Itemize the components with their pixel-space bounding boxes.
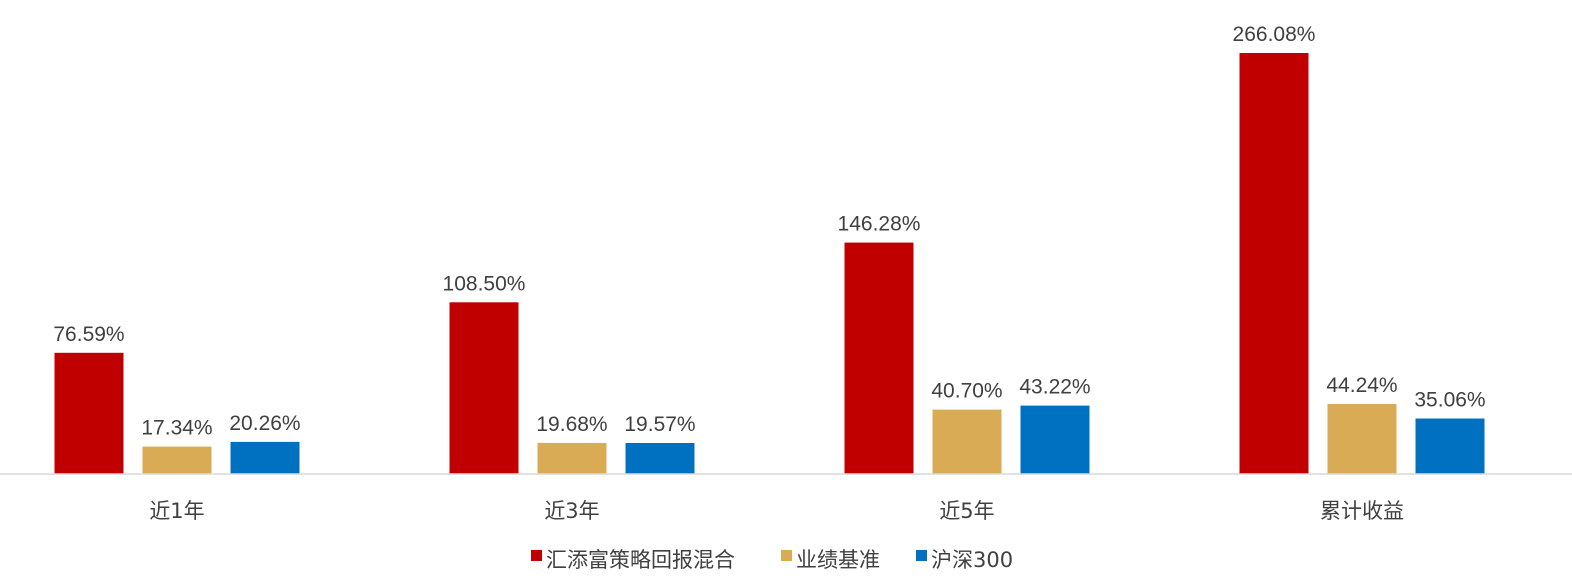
bar-series1-2 [449,302,519,474]
data-label-series2-3: 40.70% [931,380,1002,403]
data-label-series2-1: 17.34% [141,417,212,440]
bar-series3-3 [1020,405,1090,474]
legend-swatch-2 [781,550,792,561]
category-label-3: 近5年 [939,499,994,523]
bar-series2-4 [1327,404,1397,474]
legend-item-1: 汇添富策略回报混合 [531,548,735,572]
legend-item-2: 业绩基准 [781,548,880,572]
category-label-1: 近1年 [149,499,204,523]
bar-series3-2 [625,443,695,474]
bar-series1-4 [1239,53,1309,474]
data-label-series3-3: 43.22% [1019,376,1090,399]
bar-series2-3 [932,409,1002,474]
bar-series1-1 [54,352,124,474]
bars-layer [54,53,1485,474]
data-label-series1-1: 76.59% [53,323,124,346]
bar-series3-4 [1415,418,1485,474]
data-label-series3-4: 35.06% [1414,389,1485,412]
legend: 汇添富策略回报混合 业绩基准 沪深300 [531,548,1013,572]
category-labels-layer: 近1年 近3年 近5年 累计收益 [149,499,1404,523]
data-label-series3-2: 19.57% [624,413,695,436]
legend-swatch-3 [916,550,927,561]
data-label-series2-2: 19.68% [536,413,607,436]
data-label-series1-3: 146.28% [838,213,921,236]
legend-label-2: 业绩基准 [796,548,880,572]
category-label-2: 近3年 [544,499,599,523]
legend-label-3: 沪深300 [931,548,1013,572]
bar-series2-1 [142,446,212,474]
legend-swatch-1 [531,550,542,561]
data-label-series1-2: 108.50% [443,272,526,295]
data-label-series1-4: 266.08% [1233,23,1316,46]
category-label-4: 累计收益 [1320,499,1404,523]
legend-item-3: 沪深300 [916,548,1013,572]
data-label-series3-1: 20.26% [229,412,300,435]
data-labels-layer: 76.59% 17.34% 20.26% 108.50% 19.68% 19.57% 146… [53,23,1485,440]
bar-series1-3 [844,242,914,474]
legend-label-1: 汇添富策略回报混合 [546,548,735,572]
bar-series2-2 [537,442,607,474]
data-label-series2-4: 44.24% [1326,374,1397,397]
bar-series3-1 [230,441,300,474]
